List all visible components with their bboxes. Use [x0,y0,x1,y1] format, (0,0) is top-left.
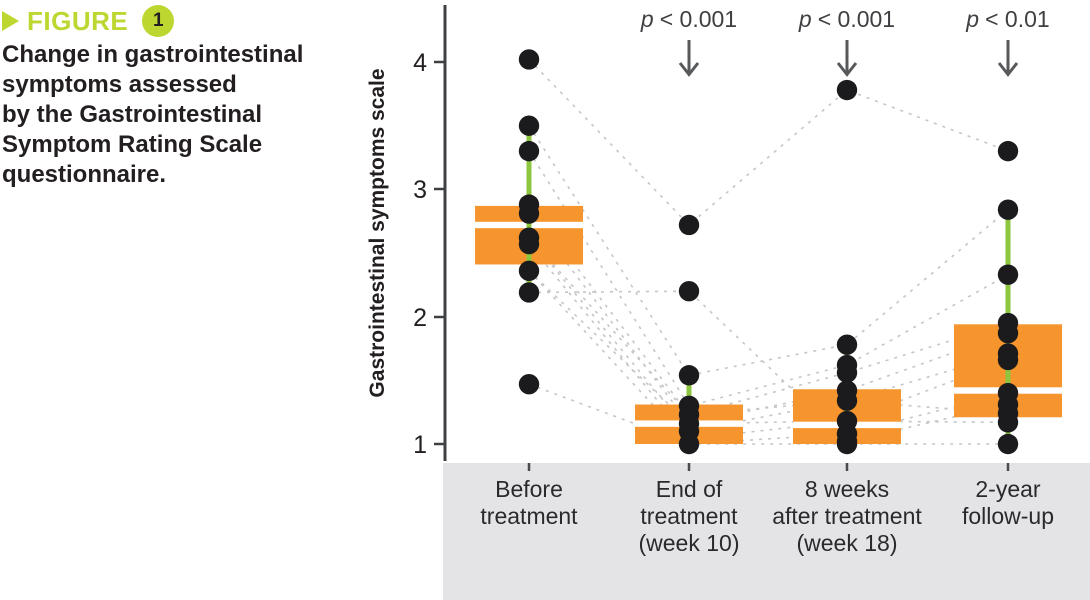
data-point [678,280,700,302]
subject-connector-line [528,125,1009,377]
x-category-label: treatment [480,503,578,529]
subject-connector-line [528,290,1009,443]
y-axis: 4 3 2 1 Gastrointestinal symptoms scale [366,5,447,461]
data-point [518,140,540,162]
x-category-label: treatment [640,503,738,529]
data-point [836,362,858,383]
data-point [997,264,1019,285]
data-point [836,390,858,411]
data-point [997,140,1019,162]
figure-title-line: by the Gastrointestinal [2,101,263,128]
subject-connector-line [528,237,1009,416]
subject-connector-line [528,204,1009,416]
subject-connector-line [528,58,1009,227]
data-point [518,203,540,224]
x-category-label: after treatment [772,503,922,529]
y-tick-label: 1 [413,431,427,459]
data-point [997,323,1019,344]
data-point [836,334,858,355]
x-category-label: Before [495,476,563,502]
figure-title: Change in gastrointestinal symptoms asse… [2,40,352,190]
subject-connector-line [528,270,1009,445]
data-point [678,433,700,455]
x-category-label: follow-up [962,503,1054,529]
data-point [678,365,700,386]
figure-number-badge: 1 [142,5,175,37]
down-arrow-icon [678,40,700,77]
p-value-label: p < 0.001 [640,6,737,32]
data-point [518,373,540,395]
data-point [518,233,540,255]
data-point [997,412,1019,433]
p-value-annotations: p < 0.001 p < 0.001 p < 0.01 [640,6,1050,77]
y-tick-label: 3 [413,176,427,204]
data-point [997,433,1019,455]
figure-marker-icon [2,11,19,31]
figure-title-line: questionnaire. [2,161,167,188]
data-point [678,214,700,236]
figure-title-line: Symptom Rating Scale [2,131,263,158]
plot-area [475,49,1062,455]
data-point [836,79,858,101]
data-point [518,115,540,136]
y-tick-label: 2 [413,304,427,332]
data-point [997,199,1019,220]
x-category-label: (week 10) [639,530,740,556]
data-point [836,433,858,455]
y-axis-title: Gastrointestinal symptoms scale [366,68,389,397]
y-tick-label: 4 [413,49,427,77]
down-arrow-icon [836,40,858,77]
figure-title-line: Change in gastrointestinal [2,41,304,68]
x-category-label: End of [656,476,723,502]
p-value-label: p < 0.01 [965,6,1049,32]
p-value-label: p < 0.001 [798,6,895,32]
figure-header: FIGURE 1 [2,4,175,38]
x-category-label: 2-year [975,476,1041,502]
figure-label: FIGURE [27,5,129,36]
x-category-label: 8 weeks [805,476,889,502]
subject-connector-line [528,243,1009,440]
subject-connector-line [528,237,1009,433]
data-point [518,260,540,282]
figure-caption-panel: FIGURE 1 Change in gastrointestinal symp… [0,0,355,600]
x-category-label: (week 18) [797,530,898,556]
data-point [518,49,540,70]
xaxis-band [443,463,1090,600]
subject-connector-line [528,383,1008,445]
data-point [997,349,1019,371]
subject-connector-line [528,213,1009,425]
x-axis-labels: Before treatment End of treatment (week … [480,476,1054,556]
x-axis-ticks [527,463,1010,471]
data-point [518,282,540,303]
figure-title-line: symptoms assessed [2,71,237,98]
down-arrow-icon [997,40,1019,77]
subject-connector-line [528,270,1009,425]
